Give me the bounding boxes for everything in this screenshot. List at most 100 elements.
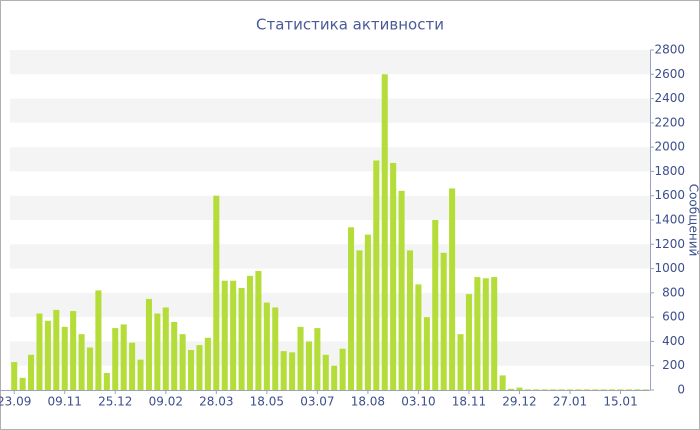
bar: [474, 277, 481, 390]
x-tick-label: 15.01: [603, 395, 637, 409]
x-tick-label: 09.02: [149, 395, 183, 409]
bar: [95, 290, 102, 390]
bar: [230, 280, 237, 390]
bar: [364, 234, 371, 390]
bar: [348, 227, 355, 390]
y-tick-label: 0: [677, 383, 685, 397]
bar: [221, 280, 228, 390]
bar: [508, 388, 515, 390]
y-tick-label: 2400: [654, 91, 685, 105]
bar: [137, 359, 144, 390]
bar: [634, 389, 641, 390]
bar: [390, 162, 397, 390]
x-tick-label: 09.11: [48, 395, 82, 409]
x-tick-label: 18.05: [250, 395, 284, 409]
bar: [171, 322, 178, 390]
bar: [592, 389, 599, 390]
bar: [36, 313, 43, 390]
bar: [70, 311, 77, 390]
y-tick-label: 200: [662, 358, 685, 372]
y-tick-label: 2000: [654, 140, 685, 154]
bar: [11, 362, 18, 390]
y-tick-label: 1800: [654, 164, 685, 178]
bar: [238, 288, 245, 390]
y-tick-label: 800: [662, 285, 685, 299]
bar: [541, 389, 548, 390]
bar: [356, 250, 363, 390]
x-tick-label: 28.03: [199, 395, 233, 409]
x-tick-label: 18.08: [351, 395, 385, 409]
bar: [339, 348, 346, 390]
x-tick-label: 27.01: [553, 395, 587, 409]
bar: [255, 271, 262, 390]
bar: [314, 328, 321, 390]
x-tick-label: 23.09: [0, 395, 31, 409]
bar: [491, 277, 498, 390]
bar: [44, 320, 51, 390]
bar: [213, 195, 220, 390]
grid-band: [10, 195, 650, 220]
chart-title: Статистика активности: [256, 16, 444, 34]
grid-band: [10, 292, 650, 318]
bar: [449, 188, 456, 390]
bar: [642, 389, 649, 390]
bar: [272, 307, 279, 390]
bar: [482, 278, 489, 390]
bar: [575, 389, 582, 390]
bar: [381, 74, 388, 391]
bar: [246, 275, 254, 390]
bar: [204, 337, 211, 390]
bar: [558, 389, 565, 390]
bar: [145, 298, 152, 390]
bar: [457, 334, 464, 390]
y-tick-label: 600: [662, 310, 685, 324]
bar: [322, 354, 329, 390]
bar: [19, 377, 26, 390]
y-axis-label: Сообщений: [687, 184, 700, 257]
bar: [566, 389, 574, 390]
bar: [533, 389, 540, 390]
grid-band: [10, 244, 650, 269]
bar: [465, 294, 472, 390]
bar: [53, 309, 60, 390]
bar: [609, 389, 616, 390]
x-tick-label: 03.07: [300, 395, 334, 409]
bar: [432, 220, 439, 390]
bar: [162, 307, 169, 390]
bar: [154, 313, 161, 390]
bar: [617, 389, 624, 390]
y-tick-label: 400: [662, 334, 685, 348]
bar: [499, 375, 506, 390]
y-tick-label: 1000: [654, 261, 685, 275]
bar: [263, 302, 270, 390]
bar: [406, 250, 414, 390]
bar: [289, 352, 296, 390]
y-tick-label: 1200: [654, 237, 685, 251]
bar: [331, 365, 338, 390]
bar: [524, 389, 531, 390]
bar: [516, 387, 523, 390]
bar: [129, 342, 136, 390]
bar: [28, 354, 35, 390]
bar: [398, 190, 405, 390]
grid-band: [10, 341, 650, 366]
bar: [61, 326, 68, 390]
bar: [583, 389, 590, 390]
grid-band: [10, 50, 650, 75]
bar: [280, 351, 287, 390]
y-tick-label: 2800: [654, 43, 685, 57]
bar: [415, 284, 422, 390]
grid-band: [10, 98, 650, 123]
y-tick-label: 1600: [654, 188, 685, 202]
bar: [600, 389, 607, 390]
bar: [550, 389, 557, 390]
bar: [179, 334, 186, 390]
y-tick-label: 1400: [654, 213, 685, 227]
bar: [423, 317, 430, 390]
y-tick-label: 2200: [654, 115, 685, 129]
bar: [625, 389, 632, 390]
bar: [440, 252, 447, 390]
x-tick-label: 18.11: [452, 395, 486, 409]
x-tick-label: 29.12: [502, 395, 536, 409]
